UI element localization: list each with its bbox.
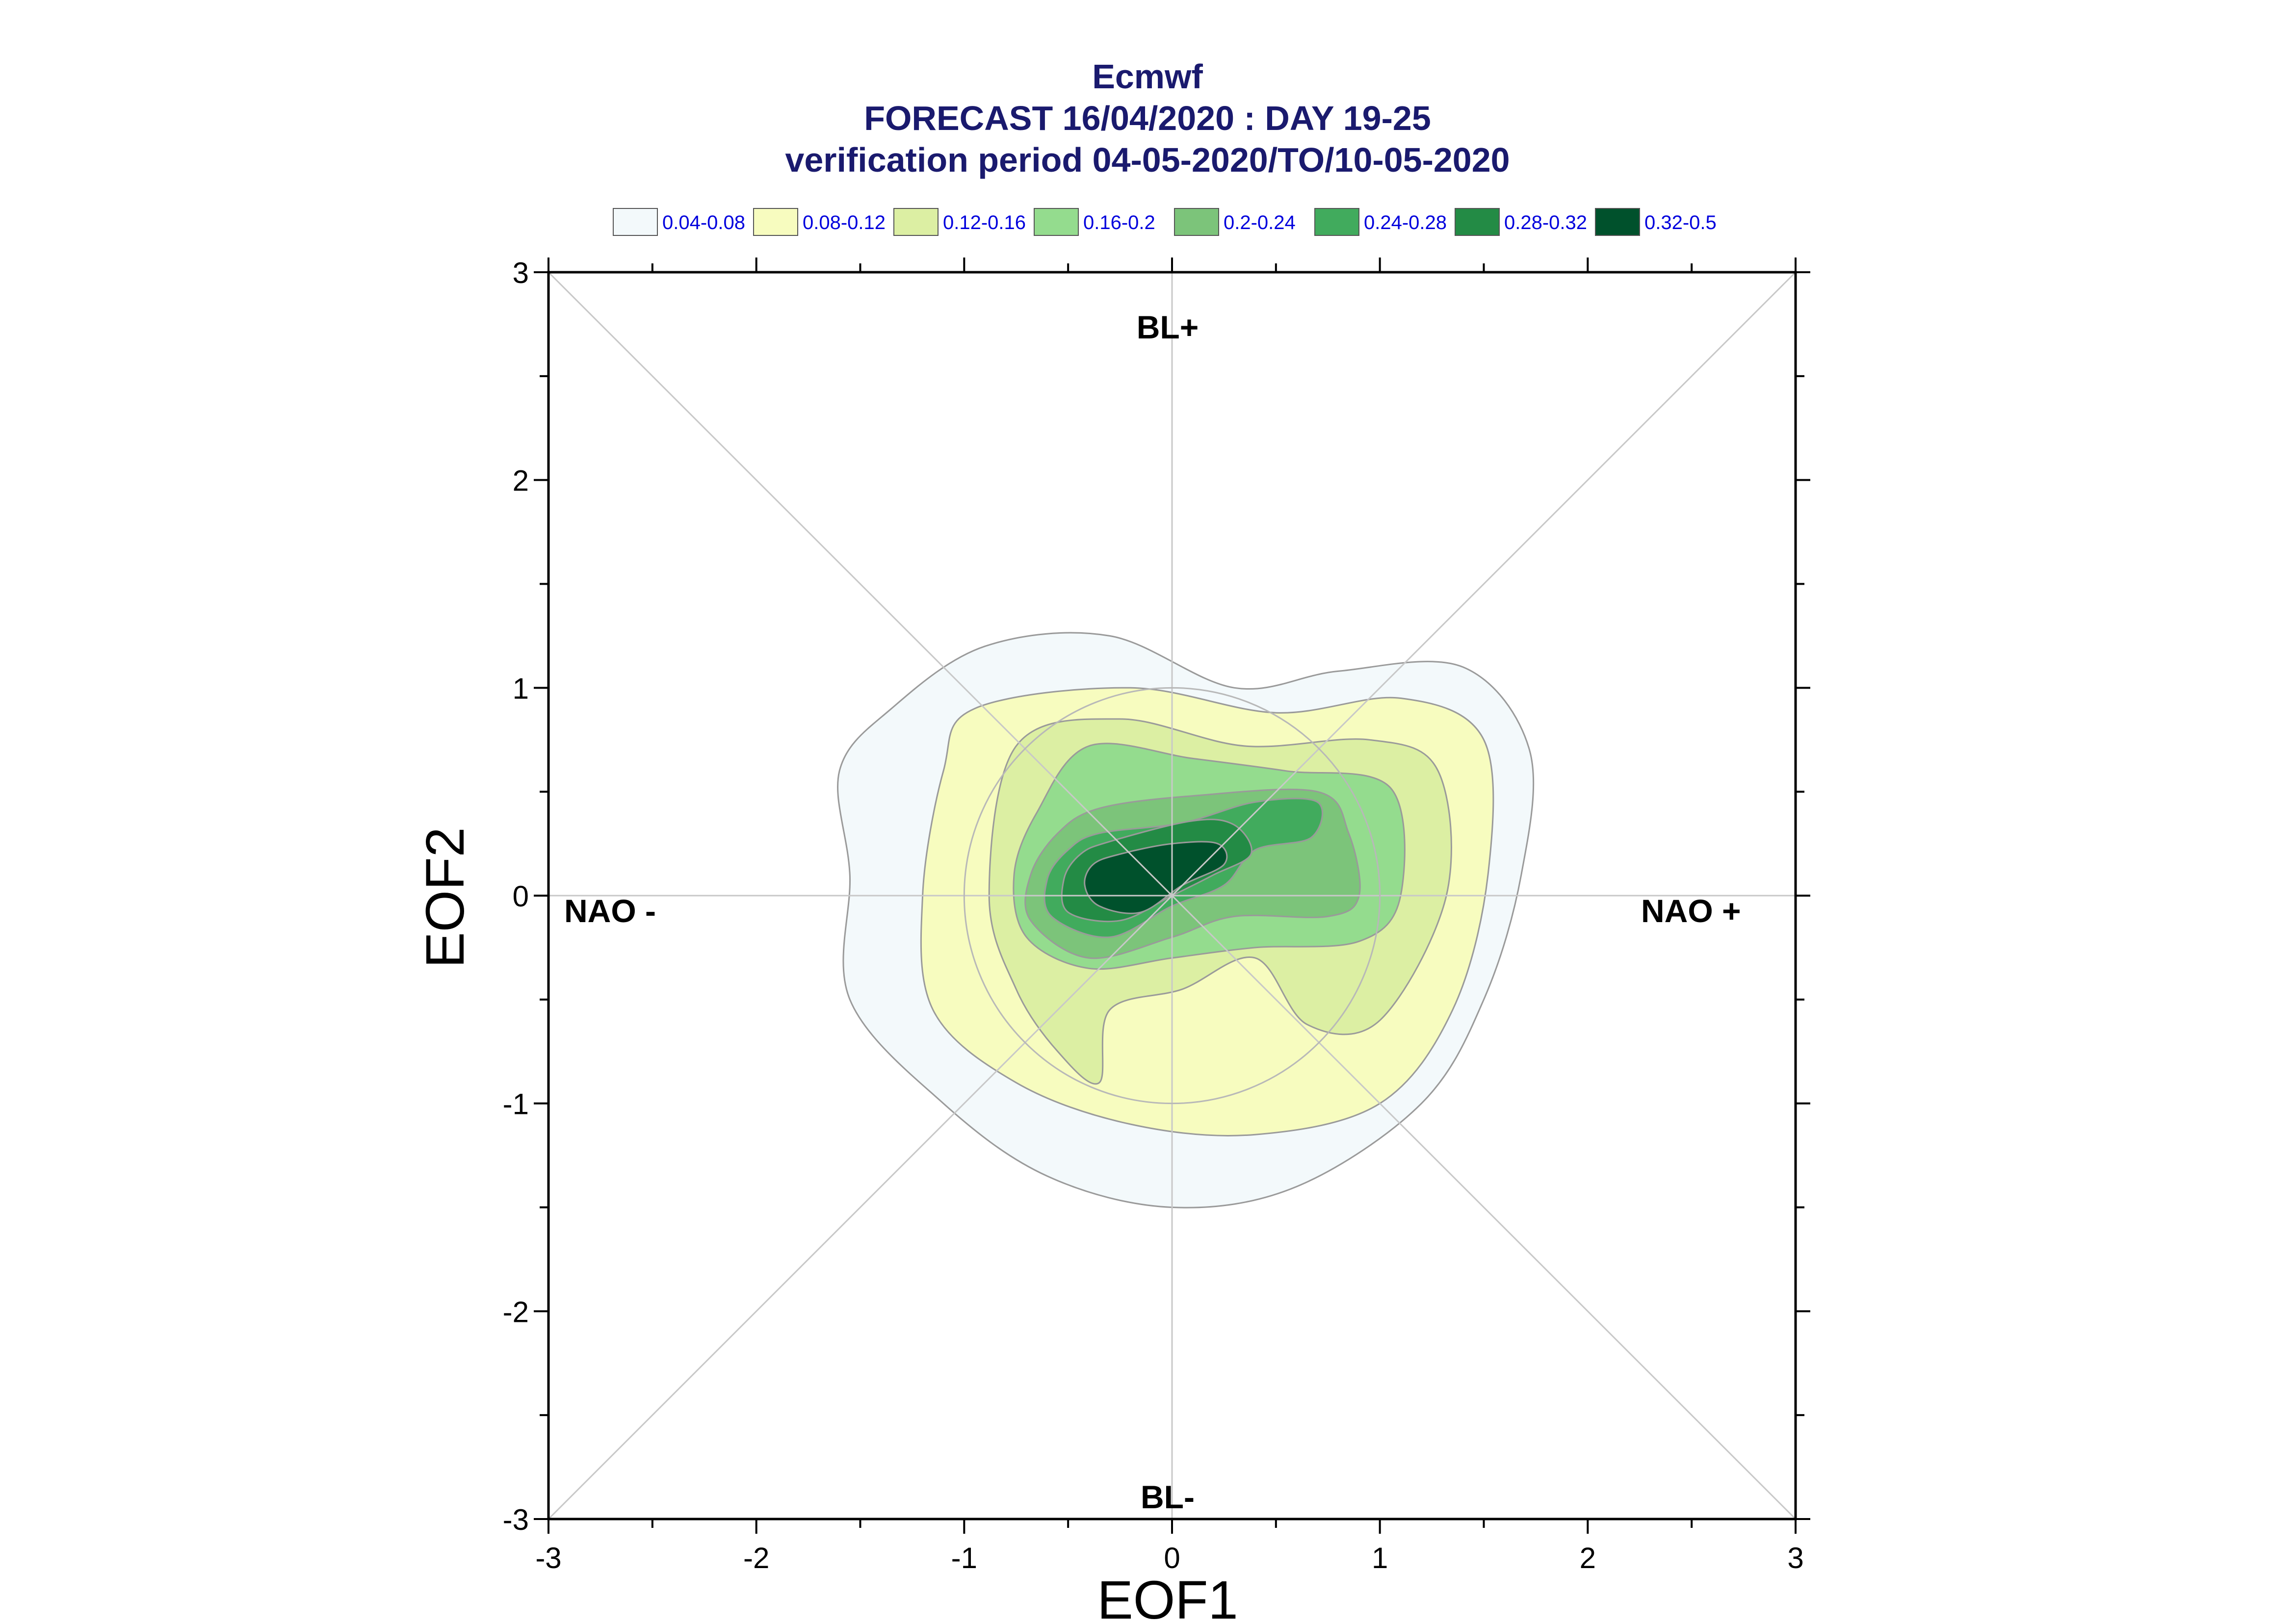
- legend-label: 0.12-0.16: [943, 212, 1026, 233]
- regime-label-bl-minus: BL-: [1141, 1479, 1195, 1515]
- y-tick-label: 2: [513, 464, 529, 497]
- y-tick-label: -2: [503, 1295, 529, 1328]
- x-tick-label: 1: [1372, 1542, 1388, 1574]
- regime-labels: BL+ BL- NAO - NAO +: [564, 309, 1741, 1515]
- chart-subtitle-forecast: FORECAST 16/04/2020 : DAY 19-25: [864, 99, 1431, 137]
- legend-swatch: [1595, 208, 1640, 236]
- y-tick-label: 3: [513, 257, 529, 289]
- legend-label: 0.2-0.24: [1224, 212, 1296, 233]
- unit-circle: [963, 687, 1381, 1105]
- x-tick-label: 0: [1164, 1542, 1180, 1574]
- legend-label: 0.04-0.08: [662, 212, 745, 233]
- chart-subtitle-verification: verification period 04-05-2020/TO/10-05-…: [785, 141, 1510, 179]
- title-group: Ecmwf FORECAST 16/04/2020 : DAY 19-25 ve…: [785, 57, 1510, 179]
- legend-label: 0.28-0.32: [1504, 212, 1587, 233]
- legend-label: 0.16-0.2: [1083, 212, 1155, 233]
- legend-swatch: [1455, 208, 1500, 236]
- legend-swatch: [1174, 208, 1219, 236]
- legend-swatch: [753, 208, 798, 236]
- axes: -3 -2 -1 0 1 2 3 3 2 1 0 -1 -2 -3: [503, 257, 1810, 1574]
- x-tick-label: -1: [951, 1542, 977, 1574]
- y-tick-label: -1: [503, 1088, 529, 1121]
- legend-label: 0.08-0.12: [803, 212, 886, 233]
- y-tick-label: 1: [513, 672, 529, 705]
- x-tick-label: -2: [743, 1542, 769, 1574]
- regime-label-nao-plus: NAO +: [1641, 893, 1741, 929]
- y-tick-label: 0: [513, 880, 529, 913]
- x-axis-label: EOF1: [1097, 1570, 1238, 1624]
- regime-label-bl-plus: BL+: [1137, 309, 1199, 345]
- legend-swatch: [893, 208, 939, 236]
- legend-swatch: [613, 208, 658, 236]
- legend-label: 0.24-0.28: [1364, 212, 1447, 233]
- x-tick-label: -3: [535, 1542, 561, 1574]
- guide-lines: [548, 271, 1797, 1520]
- x-tick-label: 3: [1787, 1542, 1803, 1574]
- x-tick-label: 2: [1580, 1542, 1596, 1574]
- y-axis-label: EOF2: [415, 827, 475, 968]
- legend-label: 0.32-0.5: [1644, 212, 1717, 233]
- legend-swatch: [1034, 208, 1079, 236]
- contour-layers: [837, 632, 1535, 1209]
- legend: 0.04-0.08 0.08-0.12 0.12-0.16 0.16-0.2 0.2-0…: [613, 208, 1717, 236]
- chart-title: Ecmwf: [1092, 57, 1203, 96]
- regime-label-nao-minus: NAO -: [564, 893, 656, 929]
- legend-swatch: [1314, 208, 1359, 236]
- y-tick-label: -3: [503, 1503, 529, 1536]
